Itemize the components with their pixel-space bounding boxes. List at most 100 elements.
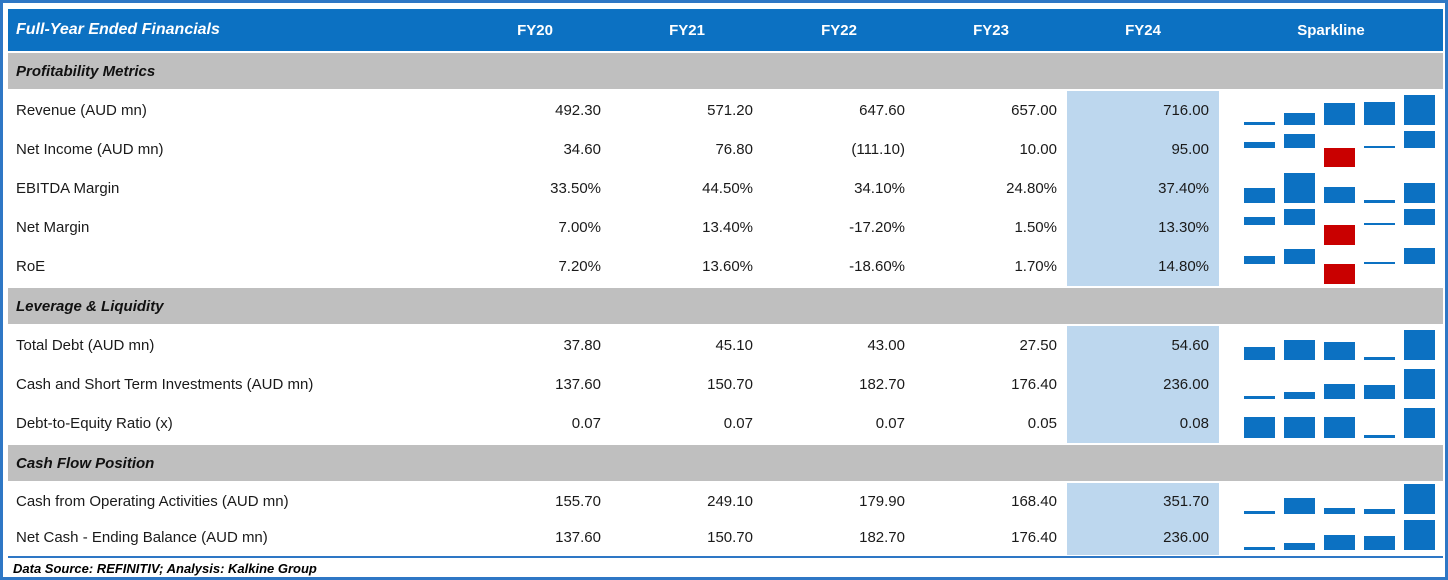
sparkline-bar <box>1324 417 1355 438</box>
sparkline-slot <box>1364 365 1395 404</box>
sparkline-cell <box>1219 326 1443 365</box>
value-cell-fy22: -18.60% <box>849 258 905 275</box>
value-cell-fy23: 24.80% <box>1006 180 1057 197</box>
metric-label: Cash from Operating Activities (AUD mn) <box>16 492 289 510</box>
sparkline-bar <box>1284 112 1315 125</box>
data-source-note: Data Source: REFINITIV; Analysis: Kalkin… <box>13 560 317 576</box>
value-cell-fy21: 150.70 <box>707 376 753 393</box>
value-cell-fy22: (111.10) <box>851 141 905 158</box>
table-row: Net Income (AUD mn) 34.60 76.80 (111.10) 10.… <box>8 130 1443 169</box>
value-cell-fy21: 571.20 <box>707 102 753 119</box>
value-cell-fy24: 236.00 <box>1067 519 1219 555</box>
table-row: Net Margin 7.00% 13.40% -17.20% 1.50% 13.30% <box>8 208 1443 247</box>
column-header-fy20: FY20 <box>517 21 553 39</box>
sparkline-slot <box>1244 519 1275 555</box>
value-cell-fy21: 150.70 <box>707 528 753 546</box>
sparkline-slot <box>1324 326 1355 365</box>
metric-label: EBITDA Margin <box>16 180 120 197</box>
sparkline-slot <box>1404 247 1435 286</box>
metric-label: RoE <box>16 258 46 275</box>
value-cell-fy21: 45.10 <box>715 337 753 354</box>
sparkline-bar <box>1404 330 1435 360</box>
sparkline-cell <box>1219 169 1443 208</box>
sparkline-bar <box>1404 182 1435 203</box>
sparkline-slot <box>1244 169 1275 208</box>
value-cell-fy24: 14.80% <box>1067 247 1219 286</box>
metric-label: Total Debt (AUD mn) <box>16 337 155 354</box>
sparkline-bar <box>1404 484 1435 514</box>
value-cell-fy24: 54.60 <box>1067 326 1219 365</box>
sparkline-cell <box>1219 247 1443 286</box>
sparkline-slot <box>1364 169 1395 208</box>
sparkline-slot <box>1284 91 1315 130</box>
sparkline-slot <box>1364 326 1395 365</box>
value-cell-fy23: 27.50 <box>1019 337 1057 354</box>
sparkline-bar <box>1244 396 1275 399</box>
value-cell-fy22: 34.10% <box>854 180 905 197</box>
sparkline-slot <box>1404 519 1435 555</box>
value-cell-fy20: 7.00% <box>558 219 601 236</box>
sparkline-slot <box>1284 326 1315 365</box>
value-cell-fy23: 1.70% <box>1014 258 1057 275</box>
metric-label: Net Margin <box>16 219 90 236</box>
sparkline-cell <box>1219 91 1443 130</box>
value-cell-fy24: 13.30% <box>1067 208 1219 247</box>
value-cell-fy24: 351.70 <box>1067 483 1219 519</box>
sparkline-slot <box>1244 404 1275 443</box>
sparkline-bar <box>1404 248 1435 264</box>
value-cell-fy22: 179.90 <box>859 492 905 510</box>
value-cell-fy23: 0.05 <box>1027 415 1057 432</box>
sparkline-bar <box>1284 134 1315 148</box>
sparkline-bar <box>1364 385 1395 399</box>
section-header: Leverage & Liquidity <box>8 288 1443 324</box>
metric-label: Net Cash - Ending Balance (AUD mn) <box>16 528 268 546</box>
sparkline-bar <box>1404 131 1435 148</box>
sparkline-bar <box>1244 511 1275 514</box>
value-cell-fy21: 76.80 <box>715 141 753 158</box>
sparkline-slot <box>1364 519 1395 555</box>
sparkline-bar <box>1404 369 1435 399</box>
value-cell-fy22: 43.00 <box>867 337 905 354</box>
sparkline-bar <box>1284 173 1315 203</box>
sparkline-slot <box>1244 247 1275 286</box>
sparkline-bar <box>1244 122 1275 125</box>
table-row: Total Debt (AUD mn) 37.80 45.10 43.00 27.50 5… <box>8 326 1443 365</box>
value-cell-fy24: 95.00 <box>1067 130 1219 169</box>
sparkline-bar <box>1324 507 1355 514</box>
sparkline-bar <box>1324 187 1355 203</box>
sparkline-slot <box>1244 365 1275 404</box>
sparkline-bar <box>1404 520 1435 550</box>
sparkline-bar <box>1324 264 1355 284</box>
sparkline-bar <box>1244 141 1275 148</box>
table-row: EBITDA Margin 33.50% 44.50% 34.10% 24.80% 37.… <box>8 169 1443 208</box>
sparkline-bar <box>1364 435 1395 438</box>
value-cell-fy20: 492.30 <box>555 102 601 119</box>
value-cell-fy23: 1.50% <box>1014 219 1057 236</box>
sparkline-bar <box>1244 256 1275 264</box>
sparkline-slot <box>1284 208 1315 247</box>
sparkline-bar <box>1284 392 1315 399</box>
column-header-fy22: FY22 <box>821 21 857 39</box>
value-cell-fy21: 44.50% <box>702 180 753 197</box>
sparkline-bar <box>1364 262 1395 264</box>
sparkline-cell <box>1219 365 1443 404</box>
table-body: Profitability Metrics Revenue (AUD mn) 492… <box>8 53 1443 555</box>
sparkline-slot <box>1364 404 1395 443</box>
value-cell-fy24: 0.08 <box>1067 404 1219 443</box>
sparkline-slot <box>1244 130 1275 169</box>
sparkline-bar <box>1404 209 1435 225</box>
sparkline-bar <box>1364 200 1395 203</box>
metric-label: Net Income (AUD mn) <box>16 141 164 158</box>
value-cell-fy20: 7.20% <box>558 258 601 275</box>
sparkline-bar <box>1244 188 1275 203</box>
table-row: RoE 7.20% 13.60% -18.60% 1.70% 14.80% <box>8 247 1443 286</box>
sparkline-slot <box>1324 208 1355 247</box>
sparkline-bar <box>1324 341 1355 360</box>
sparkline-bar <box>1364 145 1395 148</box>
sparkline-cell <box>1219 404 1443 443</box>
sparkline-cell <box>1219 130 1443 169</box>
value-cell-fy23: 168.40 <box>1011 492 1057 510</box>
sparkline-bar <box>1324 534 1355 550</box>
sparkline-bar <box>1324 103 1355 125</box>
table-row: Debt-to-Equity Ratio (x) 0.07 0.07 0.07 0.05… <box>8 404 1443 443</box>
